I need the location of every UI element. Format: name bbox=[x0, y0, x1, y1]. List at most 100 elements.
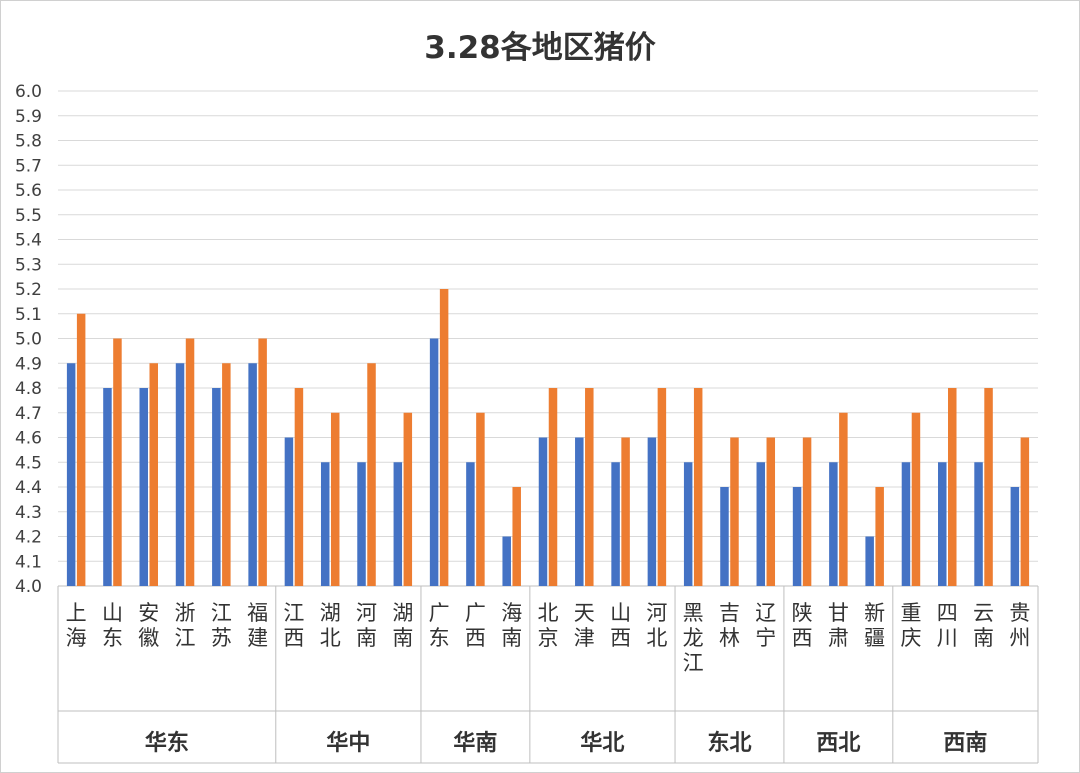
region-label: 西北 bbox=[816, 731, 860, 756]
bar bbox=[621, 437, 630, 586]
chart-title: 3.28各地区猪价 bbox=[424, 30, 656, 66]
bar bbox=[766, 437, 776, 586]
category-label: 广西 bbox=[465, 601, 486, 650]
category-label: 甘肃 bbox=[828, 601, 849, 650]
category-label: 湖南 bbox=[392, 601, 413, 650]
bar bbox=[756, 462, 766, 586]
category-label: 新疆 bbox=[864, 601, 885, 650]
y-tick-label: 5.8 bbox=[15, 132, 42, 152]
region-label: 西南 bbox=[943, 731, 987, 756]
gridlines bbox=[58, 90, 1038, 587]
category-label: 江西 bbox=[283, 601, 304, 650]
y-tick-label: 4.5 bbox=[15, 453, 42, 473]
category-label: 江苏 bbox=[211, 601, 232, 650]
bar bbox=[948, 388, 957, 586]
bar bbox=[792, 487, 802, 586]
bar bbox=[730, 437, 739, 586]
bar bbox=[66, 363, 76, 586]
y-tick-label: 5.4 bbox=[15, 231, 42, 251]
bar bbox=[839, 412, 848, 586]
category-label: 重庆 bbox=[900, 601, 921, 650]
category-label: 天津 bbox=[574, 601, 595, 650]
bar bbox=[330, 412, 340, 586]
region-groups: 华东 华中 华南 华北 东北 西北 西南 bbox=[57, 586, 1039, 764]
y-tick-label: 5.6 bbox=[15, 181, 42, 201]
bar bbox=[393, 462, 403, 586]
y-tick-label: 4.8 bbox=[15, 379, 42, 399]
y-tick-label: 5.5 bbox=[15, 206, 42, 226]
bar bbox=[548, 388, 558, 586]
bar bbox=[502, 536, 511, 586]
category-label: 山东 bbox=[102, 601, 123, 650]
category-label: 河北 bbox=[646, 601, 667, 650]
y-tick-label: 6.0 bbox=[15, 82, 42, 102]
bar bbox=[657, 388, 667, 586]
bar bbox=[720, 487, 729, 586]
y-tick-label: 5.9 bbox=[15, 107, 42, 127]
category-label: 海南 bbox=[501, 601, 522, 650]
region-label: 华北 bbox=[580, 730, 624, 756]
bar bbox=[984, 388, 993, 586]
bar bbox=[575, 437, 584, 586]
bar bbox=[911, 412, 921, 586]
category-label: 湖北 bbox=[320, 601, 341, 650]
bar bbox=[258, 338, 267, 586]
y-tick-label: 4.1 bbox=[15, 552, 42, 572]
bar bbox=[512, 487, 521, 586]
category-label: 吉林 bbox=[719, 601, 740, 650]
category-label: 四川 bbox=[937, 601, 958, 650]
bar bbox=[185, 338, 195, 586]
bar bbox=[875, 487, 884, 586]
category-label: 广东 bbox=[429, 601, 450, 650]
bar bbox=[938, 462, 947, 586]
region-label: 东北 bbox=[707, 730, 751, 756]
bar bbox=[367, 363, 376, 586]
bar bbox=[439, 289, 449, 586]
category-label: 北京 bbox=[538, 601, 559, 650]
region-label: 华南 bbox=[453, 730, 497, 756]
bar bbox=[320, 462, 330, 586]
bar bbox=[1010, 487, 1020, 586]
bar bbox=[693, 388, 703, 586]
bar bbox=[212, 388, 221, 586]
category-label: 安徽 bbox=[138, 601, 159, 650]
category-label: 福建 bbox=[247, 601, 268, 650]
bar bbox=[683, 462, 693, 586]
y-tick-label: 4.6 bbox=[15, 429, 42, 449]
bar bbox=[248, 363, 257, 586]
bar bbox=[611, 462, 620, 586]
bar bbox=[222, 363, 231, 586]
category-label: 上海 bbox=[66, 601, 87, 650]
y-tick-label: 4.9 bbox=[15, 354, 42, 374]
bar bbox=[294, 388, 304, 586]
bar bbox=[175, 363, 185, 586]
category-label: 辽宁 bbox=[755, 601, 776, 650]
bar bbox=[585, 388, 594, 586]
bar bbox=[829, 462, 838, 586]
bar bbox=[802, 437, 812, 586]
bar bbox=[357, 462, 366, 586]
bar bbox=[429, 338, 439, 586]
y-tick-label: 5.3 bbox=[15, 255, 42, 275]
category-label: 浙江 bbox=[175, 601, 196, 650]
bar bbox=[647, 437, 657, 586]
bar bbox=[865, 536, 874, 586]
bar bbox=[139, 388, 148, 586]
bar bbox=[103, 388, 112, 586]
category-label: 云南 bbox=[973, 601, 994, 650]
bar bbox=[974, 462, 983, 586]
bar bbox=[403, 412, 413, 586]
y-tick-label: 5.0 bbox=[15, 330, 42, 350]
bar bbox=[476, 412, 485, 586]
region-label: 华中 bbox=[326, 730, 370, 756]
y-tick-label: 5.2 bbox=[15, 280, 42, 300]
bar bbox=[901, 462, 911, 586]
bar bbox=[284, 437, 294, 586]
y-axis-ticks: 4.0 4.1 4.2 4.3 4.4 4.5 4.6 4.7 4.8 4.9 5.0 5.1 5.2 5… bbox=[15, 82, 42, 597]
region-label: 华东 bbox=[145, 730, 189, 756]
bar bbox=[76, 313, 86, 586]
category-label: 黑龙江 bbox=[683, 601, 704, 675]
y-tick-label: 4.4 bbox=[15, 478, 42, 498]
bar bbox=[538, 437, 548, 586]
